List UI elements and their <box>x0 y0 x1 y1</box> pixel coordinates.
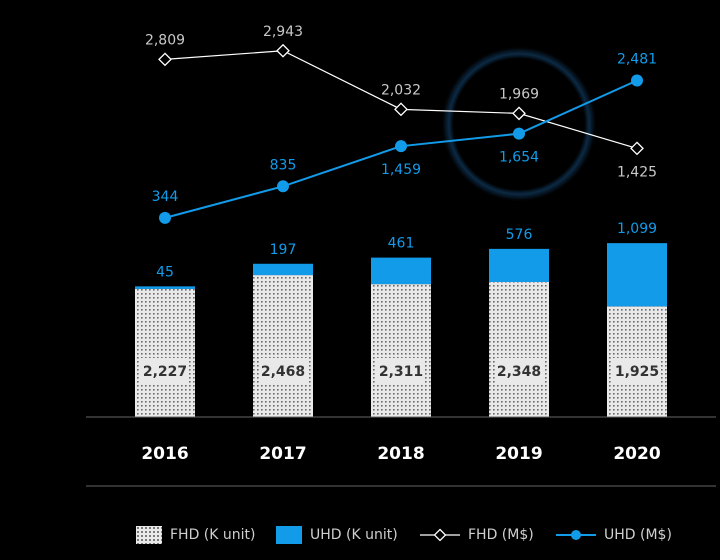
legend-label-fhd-revenue: FHD (M$) <box>468 527 534 543</box>
x-tick-2020: 2020 <box>613 444 660 464</box>
uhd-bar-swatch <box>276 526 302 544</box>
fhd-revenue-label-2020: 1,425 <box>617 164 657 180</box>
uhd-revenue-label-2016: 344 <box>152 189 179 205</box>
bar-uhd-2017 <box>253 263 313 276</box>
fhd-revenue-point-2016 <box>158 52 172 67</box>
fhd-value-badge <box>613 358 661 384</box>
fhd-value-badge <box>377 358 425 384</box>
bar-fhd-2018 <box>371 284 431 417</box>
uhd-unit-label-2016: 45 <box>156 264 174 280</box>
fhd-revenue-point-2018 <box>394 102 408 117</box>
highlight-glow <box>441 46 597 202</box>
fhd-value-badge <box>259 358 307 384</box>
legend-item-uhd-units: UHD (K unit) <box>276 518 398 552</box>
bar-fhd-2017 <box>253 275 313 417</box>
uhd-revenue-point-2018 <box>395 140 407 153</box>
fhd-value-badge <box>141 358 189 384</box>
fhd-unit-label-2018: 2,311 <box>379 364 423 380</box>
legend-item-fhd-revenue: FHD (M$) <box>420 518 534 552</box>
x-tick-2017: 2017 <box>259 444 306 464</box>
x-tick-2016: 2016 <box>141 444 188 464</box>
fhd-revenue-label-2017: 2,943 <box>263 24 303 40</box>
x-tick-2018: 2018 <box>377 444 424 464</box>
fhd-bar-swatch <box>136 526 162 544</box>
bar-fhd-2016 <box>135 288 195 417</box>
bar-uhd-2020 <box>607 243 667 307</box>
fhd-unit-label-2019: 2,348 <box>497 364 541 380</box>
bar-uhd-2016 <box>135 286 195 289</box>
legend: FHD (K unit) UHD (K unit) FHD (M$) UHD (… <box>0 518 720 552</box>
legend-label-fhd-units: FHD (K unit) <box>170 527 256 543</box>
uhd-revenue-label-2019: 1,654 <box>499 150 539 166</box>
bar-fhd-2019 <box>489 281 549 417</box>
fhd-unit-label-2020: 1,925 <box>615 364 659 380</box>
uhd-unit-label-2017: 197 <box>270 242 297 258</box>
legend-label-uhd-units: UHD (K unit) <box>310 527 398 543</box>
uhd-revenue-point-2020 <box>631 74 643 87</box>
bar-uhd-2018 <box>371 257 431 285</box>
fhd-revenue-point-2017 <box>276 43 290 58</box>
uhd-unit-label-2018: 461 <box>388 236 415 252</box>
bar-uhd-2019 <box>489 248 549 282</box>
uhd-revenue-point-2016 <box>159 211 171 224</box>
fhd-line-swatch <box>420 528 460 542</box>
uhd-unit-label-2020: 1,099 <box>617 221 657 237</box>
uhd-revenue-label-2020: 2,481 <box>617 51 657 67</box>
fhd-value-badge <box>495 358 543 384</box>
legend-item-fhd-units: FHD (K unit) <box>136 518 256 552</box>
fhd-revenue-point-2019 <box>512 106 526 121</box>
legend-label-uhd-revenue: UHD (M$) <box>604 527 672 543</box>
uhd-revenue-label-2018: 1,459 <box>381 162 421 178</box>
uhd-revenue-point-2019 <box>513 127 525 140</box>
fhd-unit-label-2017: 2,468 <box>261 364 305 380</box>
fhd-revenue-point-2020 <box>630 141 644 156</box>
legend-item-uhd-revenue: UHD (M$) <box>556 518 672 552</box>
uhd-revenue-label-2017: 835 <box>270 157 297 173</box>
fhd-revenue-label-2018: 2,032 <box>381 82 421 98</box>
fhd-revenue-label-2016: 2,809 <box>145 32 185 48</box>
uhd-line-swatch <box>556 530 596 540</box>
uhd-revenue-point-2017 <box>277 180 289 193</box>
fhd-unit-label-2016: 2,227 <box>143 364 187 380</box>
fhd-revenue-label-2019: 1,969 <box>499 86 539 102</box>
x-tick-2019: 2019 <box>495 444 542 464</box>
uhd-unit-label-2019: 576 <box>506 227 533 243</box>
